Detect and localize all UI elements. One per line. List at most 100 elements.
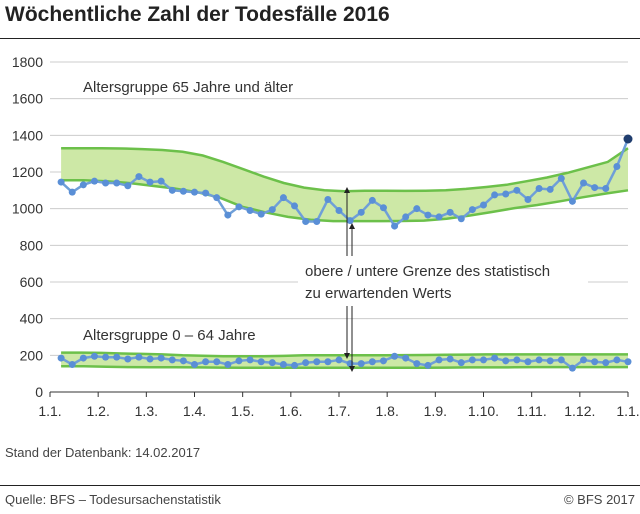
data-point — [424, 361, 432, 369]
title-rule — [0, 38, 640, 39]
data-point — [357, 208, 365, 216]
data-point — [379, 204, 387, 212]
data-point — [157, 354, 165, 362]
data-point — [402, 354, 410, 362]
x-tick-label: 1.1. — [38, 403, 61, 419]
database-date: Stand der Datenbank: 14.02.2017 — [5, 445, 201, 460]
bounds-note-box — [298, 256, 588, 306]
data-point — [391, 352, 399, 360]
data-point — [179, 357, 187, 365]
data-point — [313, 218, 321, 225]
data-point — [324, 196, 332, 203]
data-point — [591, 184, 599, 192]
data-point — [157, 177, 165, 185]
data-point — [268, 359, 276, 367]
data-point — [90, 352, 98, 360]
y-tick-label: 600 — [20, 274, 44, 290]
data-point — [402, 213, 410, 221]
data-point — [202, 189, 210, 197]
data-point — [146, 355, 154, 363]
data-point — [102, 353, 110, 361]
data-point — [602, 359, 610, 367]
footer-rule — [0, 485, 640, 486]
data-point — [68, 361, 76, 368]
data-point — [491, 191, 499, 199]
x-tick-label: 1.6. — [279, 403, 302, 419]
data-point — [591, 358, 599, 366]
data-point — [413, 205, 421, 213]
data-point — [68, 188, 76, 196]
data-point — [346, 217, 354, 225]
data-point — [335, 207, 343, 214]
data-point — [446, 208, 454, 216]
source-note: Quelle: BFS – Todesursachenstatistik — [5, 492, 221, 507]
lower-bound-line — [61, 178, 629, 223]
data-point — [624, 358, 632, 366]
data-point — [535, 185, 543, 192]
x-tick-label: 1.2. — [86, 403, 109, 419]
data-point — [179, 187, 187, 195]
data-point — [502, 190, 510, 198]
data-point — [468, 206, 476, 214]
group-65-label: Altersgruppe 65 Jahre und älter — [83, 79, 293, 96]
x-tick-label: 1.10. — [468, 403, 499, 419]
data-point — [524, 196, 532, 203]
data-point — [368, 196, 376, 204]
data-point — [246, 207, 254, 214]
y-tick-label: 1800 — [12, 54, 43, 70]
data-point — [346, 360, 354, 368]
y-tick-label: 200 — [20, 347, 44, 363]
data-point — [335, 356, 343, 364]
data-point — [557, 174, 565, 182]
data-point — [613, 356, 621, 364]
data-point — [357, 360, 365, 368]
x-tick-label: 1.1. — [616, 403, 639, 419]
data-point — [135, 173, 143, 181]
data-point — [246, 356, 254, 364]
data-point — [502, 357, 510, 365]
data-point — [379, 357, 387, 365]
data-point — [557, 356, 565, 364]
data-point — [302, 218, 310, 225]
y-tick-label: 1000 — [12, 201, 43, 217]
data-point — [480, 356, 487, 364]
data-point — [235, 357, 243, 365]
data-point — [313, 358, 321, 366]
data-point — [279, 194, 287, 202]
data-point — [113, 179, 121, 187]
bounds-note-line1: obere / untere Grenze des statistisch — [305, 263, 550, 280]
copyright: © BFS 2017 — [563, 492, 635, 507]
data-point — [546, 185, 554, 193]
data-point — [202, 358, 210, 366]
data-point — [602, 185, 610, 192]
data-point — [113, 353, 121, 361]
y-tick-label: 1400 — [12, 127, 43, 143]
data-point — [90, 177, 98, 185]
weekly-deaths-chart: 0 200 400 600 800 1000 1200 1400 1600 1800 1.1. 1.2… — [12, 54, 640, 419]
data-point — [391, 222, 399, 230]
data-point — [424, 211, 432, 219]
data-point — [568, 197, 576, 205]
x-tick-label: 1.9. — [424, 403, 447, 419]
data-point — [480, 201, 487, 209]
data-point — [446, 355, 454, 363]
data-point — [191, 188, 198, 196]
x-tick-label: 1.4. — [183, 403, 206, 419]
data-point — [79, 354, 87, 362]
data-point — [235, 203, 243, 211]
data-point — [302, 359, 310, 367]
data-point — [491, 354, 499, 362]
data-point — [535, 356, 543, 364]
data-point — [168, 186, 176, 194]
data-point — [291, 361, 299, 369]
data-point — [324, 358, 332, 366]
data-point — [224, 211, 232, 219]
data-point — [568, 364, 576, 372]
data-point — [102, 179, 110, 187]
y-tick-label: 0 — [35, 384, 43, 400]
x-tick-label: 1.7. — [327, 403, 350, 419]
data-point — [213, 194, 221, 202]
data-point — [457, 215, 465, 223]
data-point — [124, 182, 132, 190]
data-point — [513, 356, 521, 364]
